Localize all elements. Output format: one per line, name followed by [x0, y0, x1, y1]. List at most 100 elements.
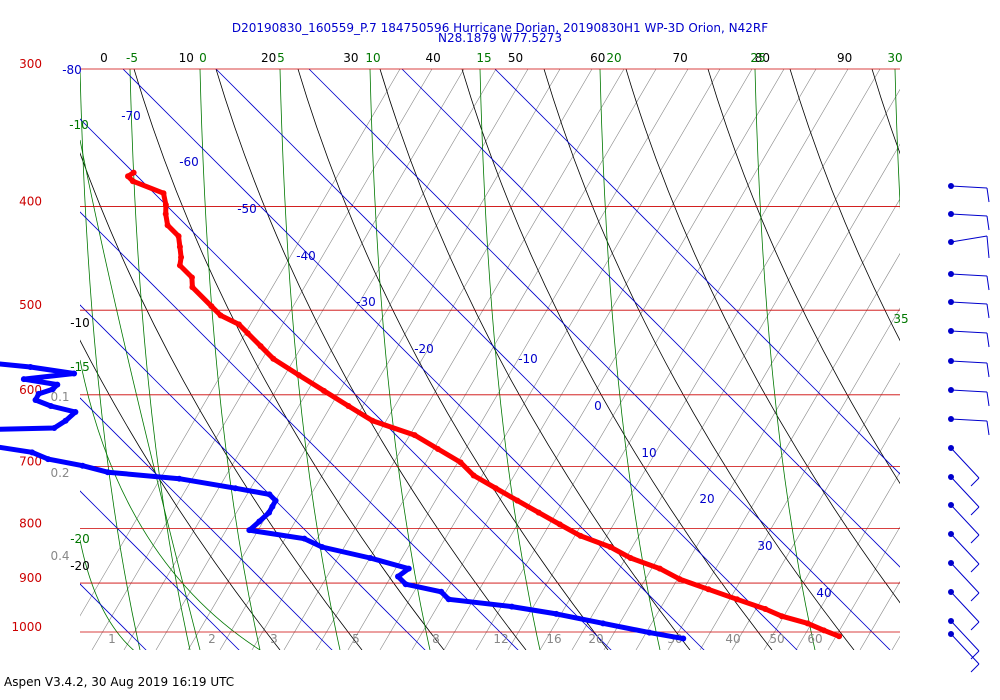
- wind-barb-shaft: [950, 447, 980, 479]
- wind-barb-shaft: [950, 185, 988, 189]
- moist-adiabat-label: -5: [126, 51, 138, 65]
- mixing-ratio-line: [347, 69, 689, 650]
- moist-adiabat-line: [279, 69, 341, 650]
- moist-adiabat-line: [599, 69, 661, 650]
- dry-adiabat-line: [625, 69, 900, 604]
- isotherm-line: [80, 304, 426, 650]
- isotherm-label: 20: [699, 492, 714, 506]
- wind-barb-flag: [970, 663, 980, 673]
- temperature-point: [411, 432, 418, 439]
- moist-adiabat-label: 30: [887, 51, 902, 65]
- wind-barb-shaft: [950, 273, 988, 277]
- isotherm-label: -80: [62, 63, 82, 77]
- isotherm-line: [80, 490, 240, 650]
- mixing-ratio-label: 12: [493, 632, 508, 646]
- dewpoint-point: [405, 565, 412, 572]
- wind-barb: [948, 474, 980, 516]
- dewpoint-point: [27, 364, 34, 371]
- temperature-point: [244, 330, 251, 337]
- wind-barb-shaft: [950, 533, 980, 565]
- mixing-ratio-label: 0.2: [50, 466, 69, 480]
- temperature-point: [162, 201, 169, 208]
- temperature-point: [434, 445, 441, 452]
- wind-barb: [948, 328, 990, 348]
- dewpoint-point: [269, 503, 276, 510]
- top-temperature-tick-label: 50: [508, 51, 523, 65]
- mixing-ratio-label: 16: [546, 632, 561, 646]
- mixing-ratio-line: [443, 69, 785, 650]
- wind-barb-flag: [986, 187, 990, 203]
- temperature-point: [208, 303, 215, 310]
- isotherm-label: -60: [179, 155, 199, 169]
- dewpoint-point: [72, 409, 79, 416]
- dewpoint-profile: [0, 361, 687, 642]
- isotherm-line: [122, 69, 705, 650]
- moist-adiabat-line: [199, 69, 261, 650]
- dry-adiabat-line: [80, 339, 281, 650]
- dewpoint-point: [680, 635, 687, 642]
- mixing-ratio-line: [251, 69, 593, 650]
- moist-adiabat-line: [754, 69, 816, 650]
- temperature-point: [345, 403, 352, 410]
- temperature-point: [125, 173, 132, 180]
- moist-adiabat-label: -10: [69, 118, 89, 132]
- mixing-ratio-line: [603, 143, 900, 650]
- wind-barb: [948, 618, 980, 660]
- dewpoint-point: [319, 544, 326, 551]
- wind-barb: [948, 416, 990, 436]
- mixing-ratio-line: [91, 69, 433, 650]
- wind-barb: [948, 589, 980, 631]
- wind-barb-flag: [986, 332, 990, 348]
- wind-barb-flag: [986, 303, 990, 319]
- wind-barb-shaft: [950, 562, 980, 594]
- temperature-point: [162, 211, 169, 218]
- wind-barb: [948, 560, 980, 602]
- moist-adiabat-label: -15: [70, 360, 90, 374]
- grid-layer: [80, 69, 900, 650]
- dewpoint-point: [402, 581, 409, 588]
- top-temperature-tick-label: 30: [343, 51, 358, 65]
- dewpoint-point: [71, 370, 78, 377]
- wind-barb-flag: [970, 592, 980, 602]
- mixing-ratio-line: [859, 581, 900, 650]
- temperature-profile: [125, 169, 843, 640]
- moist-adiabat-line: [479, 69, 541, 650]
- wind-barb-shaft: [950, 301, 988, 305]
- mixing-ratio-label: 2: [208, 632, 216, 646]
- dewpoint-point: [176, 475, 183, 482]
- wind-barb-shaft: [950, 418, 988, 422]
- moist-adiabat-line: [369, 69, 431, 650]
- wind-barb: [948, 358, 990, 378]
- temperature-point: [164, 222, 171, 229]
- mixing-ratio-label: 60: [807, 632, 822, 646]
- mixing-ratio-label: 1: [108, 632, 116, 646]
- mixing-ratio-label: 3: [270, 632, 278, 646]
- dry-adiabat-label: -20: [70, 559, 90, 573]
- temperature-point: [577, 532, 584, 539]
- wind-barb-shaft: [950, 213, 988, 217]
- wind-barb-shaft: [950, 633, 980, 665]
- temperature-point: [320, 387, 327, 394]
- mixing-ratio-label: 0.1: [50, 390, 69, 404]
- temperature-point: [188, 274, 195, 281]
- mixing-ratio-line: [123, 69, 465, 650]
- isotherm-label: -20: [414, 342, 434, 356]
- mixing-ratio-line: [731, 362, 900, 650]
- isotherm-line: [80, 397, 333, 650]
- pressure-tick-label: 300: [19, 57, 42, 71]
- top-temperature-tick-label: 10: [179, 51, 194, 65]
- temperature-point: [836, 633, 843, 640]
- wind-barb: [948, 211, 990, 231]
- mixing-ratio-line: [507, 69, 849, 650]
- wind-barb-flag: [970, 563, 980, 573]
- temperature-point: [762, 606, 769, 613]
- dry-adiabat-line: [461, 69, 773, 650]
- mixing-ratio-line: [80, 69, 401, 617]
- wind-barb-flag: [970, 477, 980, 487]
- mixing-ratio-line: [635, 198, 900, 650]
- temperature-point: [160, 190, 167, 197]
- temperature-point: [217, 312, 224, 319]
- wind-barb: [948, 445, 980, 487]
- mixing-ratio-label: 0.4: [50, 549, 69, 563]
